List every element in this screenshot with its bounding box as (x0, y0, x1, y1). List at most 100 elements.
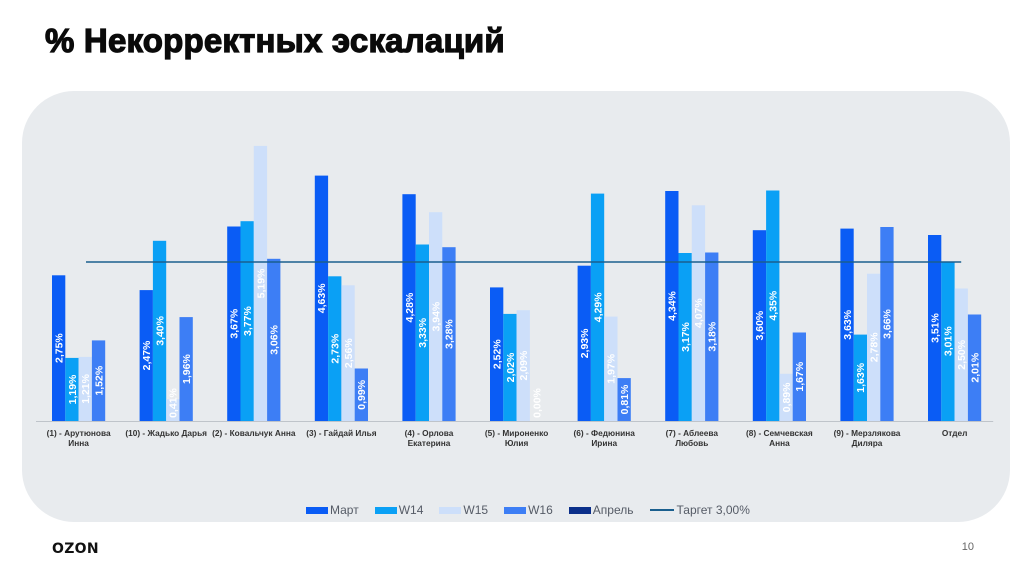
legend-swatch-mart (306, 506, 328, 514)
bar-value-label: 1,21% (80, 373, 92, 403)
category-label: (10) - Жадько Дарья (125, 428, 207, 438)
bar-value-label: 5,19% (255, 268, 267, 298)
legend-item-w16: W16 (504, 503, 553, 517)
category-label-line: (6) - Федюнина (574, 428, 636, 438)
bars-layer (52, 145, 982, 422)
bar-w15-3 (341, 285, 355, 421)
bar-value-label: 1,97% (606, 353, 618, 383)
bar-value-label: 4,35% (768, 290, 780, 320)
bar-value-label: 1,67% (794, 361, 806, 391)
bar-w14-3 (328, 276, 342, 421)
bar-w16-10 (967, 314, 982, 421)
category-label-line: Любовь (675, 438, 708, 448)
legend-swatch-april (568, 506, 591, 514)
bar-март-8 (752, 230, 767, 421)
bar-value-label: 2,01% (969, 352, 981, 382)
bar-w15-7 (691, 205, 706, 421)
category-label-line: (3) - Гайдай Илья (306, 428, 376, 438)
bar-w14-2 (240, 221, 254, 421)
bar-value-label: 4,07% (693, 298, 705, 328)
bar-value-label: 4,34% (667, 290, 679, 320)
bar-март-9 (840, 228, 854, 421)
bar-value-label: 0,89% (781, 382, 793, 412)
legend-item-target: Таргет 3,00% (649, 503, 750, 517)
category-label: (4) - Орлова Екатерина (405, 428, 454, 448)
bar-w16-3 (354, 368, 368, 421)
category-label: (8) - Семчевская Анна (746, 428, 813, 448)
legend-item-w15: W15 (439, 503, 488, 517)
bar-value-label: 3,60% (754, 310, 766, 340)
bar-value-label: 2,52% (491, 339, 503, 369)
category-label-line: (4) - Орлова (405, 428, 454, 438)
bar-март-7 (665, 191, 679, 421)
legend-swatch-w16 (504, 506, 527, 514)
category-label-line: (10) - Жадько Дарья (125, 428, 207, 438)
bar-value-label: 1,52% (93, 365, 105, 395)
category-labels-layer: (1) - Арутюнова Инна (10) - Жадько Дарья (2… (47, 428, 968, 448)
bar-value-label: 0,99% (356, 379, 368, 409)
bar-value-label: 1,19% (67, 374, 79, 404)
category-label-line: (1) - Арутюнова (47, 428, 111, 438)
bar-w15-0 (78, 356, 92, 421)
bar-value-label: 2,47% (141, 340, 153, 370)
bar-value-label: 3,28% (444, 319, 456, 349)
bar-w15-8 (779, 373, 793, 421)
bar-w16-7 (705, 252, 719, 421)
bar-value-label: 3,94% (430, 301, 442, 331)
legend-label-w16: W16 (528, 503, 553, 517)
bar-value-label: 3,66% (882, 308, 894, 338)
bar-value-label: 3,33% (417, 317, 429, 347)
bar-март-1 (139, 290, 153, 421)
legend-label-april: Апрель (592, 503, 634, 517)
bar-w14-4 (415, 244, 429, 421)
bar-value-label: 3,17% (680, 321, 692, 351)
bar-value-label: 0,81% (619, 384, 631, 414)
bar-w16-0 (91, 340, 106, 421)
legend-swatch-target (649, 509, 674, 511)
category-label-line: Отдел (942, 428, 968, 438)
bar-w16-8 (792, 332, 806, 421)
bar-value-label: 2,78% (868, 332, 880, 362)
bar-март-3 (314, 175, 329, 421)
category-label: (7) - Аблеева Любовь (666, 428, 719, 448)
bar-value-label: 3,51% (929, 312, 941, 342)
ozon-logo: OZON (52, 541, 99, 557)
bar-w15-10 (954, 288, 968, 421)
bar-value-label: 2,56% (343, 338, 355, 368)
category-label: (1) - Арутюнова Инна (47, 428, 111, 448)
bar-w14-5 (503, 313, 517, 421)
category-label-line: Юлия (505, 438, 529, 448)
bar-w14-7 (678, 253, 692, 421)
bar-value-label: 3,01% (943, 326, 955, 356)
bar-w14-10 (941, 261, 955, 421)
bar-w14-9 (853, 334, 867, 421)
bar-w15-2 (253, 145, 268, 421)
bar-value-label: 4,28% (404, 292, 416, 322)
bar-w15-1 (166, 399, 180, 421)
bar-w16-6 (617, 378, 631, 421)
bar-value-label: 3,18% (707, 321, 719, 351)
category-label-line: Диляра (852, 438, 883, 448)
bar-март-6 (577, 265, 591, 421)
bar-value-label: 4,29% (592, 292, 604, 322)
bar-w14-0 (65, 357, 79, 421)
category-label-line: Ирина (591, 438, 617, 448)
legend-label-target: Таргет 3,00% (676, 503, 750, 517)
category-label-line: Анна (769, 438, 790, 448)
bar-w16-1 (179, 317, 193, 421)
bar-value-label: 3,63% (842, 309, 854, 339)
bar-value-label: 2,50% (956, 339, 968, 369)
bar-value-label: 4,63% (316, 283, 328, 313)
category-label: Отдел (942, 428, 968, 438)
legend-label-mart: Март (330, 503, 359, 517)
bar-value-label: 3,67% (229, 308, 241, 338)
bar-value-label: 1,96% (181, 354, 193, 384)
bar-labels-layer: 2,75%1,19% 1,21% 1,52% 2,47%3,40% 0,41%1,96%… (53, 268, 981, 418)
category-label-line: Инна (68, 438, 89, 448)
category-label-line: (2) - Ковальчук Анна (212, 428, 296, 438)
slide-title: % Некорректных эскалаций (44, 21, 505, 59)
category-label: (5) - Мироненко Юлия (485, 428, 548, 448)
bar-w15-5 (516, 310, 530, 421)
bar-value-label: 2,02% (505, 352, 517, 382)
